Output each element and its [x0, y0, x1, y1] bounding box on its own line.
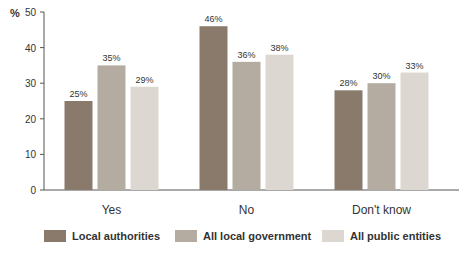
y-tick — [40, 12, 44, 13]
y-axis-label: % — [10, 7, 20, 19]
y-tick — [40, 154, 44, 155]
bar — [233, 62, 261, 190]
y-tick-label: 30 — [25, 78, 37, 89]
x-tick-label: No — [239, 203, 255, 217]
data-label: 38% — [270, 43, 288, 53]
legend-swatch — [175, 230, 197, 242]
y-tick — [40, 47, 44, 48]
data-label: 46% — [204, 14, 222, 24]
legend-label: Local authorities — [72, 230, 160, 242]
bar — [368, 83, 396, 190]
data-label: 29% — [135, 75, 153, 85]
data-label: 36% — [237, 50, 255, 60]
y-tick — [40, 83, 44, 84]
y-axis-line — [44, 12, 45, 190]
y-tick-label: 20 — [25, 114, 37, 125]
bar — [65, 101, 93, 190]
y-tick-label: 50 — [25, 7, 37, 18]
data-labels: 25% 35% 29% 46% 36% 38% 28% 30% 33% — [69, 14, 423, 99]
bar — [98, 65, 126, 190]
legend-swatch — [44, 230, 66, 242]
x-tick-label: Don't know — [352, 203, 411, 217]
bar — [131, 87, 159, 190]
data-label: 25% — [69, 89, 87, 99]
chart: % 0 10 20 30 40 50 25% 35% 29% 46% 36% 38% 28% 30% 33% Y… — [0, 0, 467, 263]
bar — [335, 90, 363, 190]
y-tick — [40, 190, 44, 191]
y-tick-label: 0 — [30, 185, 36, 196]
x-tick-label: Yes — [102, 203, 122, 217]
legend-swatch — [322, 230, 344, 242]
bar — [266, 55, 294, 190]
y-tick-label: 40 — [25, 43, 37, 54]
legend-label: All public entities — [350, 230, 441, 242]
data-label: 35% — [102, 53, 120, 63]
legend: Local authorities All local government All… — [44, 230, 441, 242]
legend-label: All local government — [203, 230, 312, 242]
y-tick-label: 10 — [25, 149, 37, 160]
bars — [65, 26, 429, 190]
data-label: 30% — [372, 71, 390, 81]
bar — [401, 73, 429, 190]
data-label: 33% — [405, 61, 423, 71]
bar — [200, 26, 228, 190]
y-tick — [40, 118, 44, 119]
data-label: 28% — [339, 78, 357, 88]
